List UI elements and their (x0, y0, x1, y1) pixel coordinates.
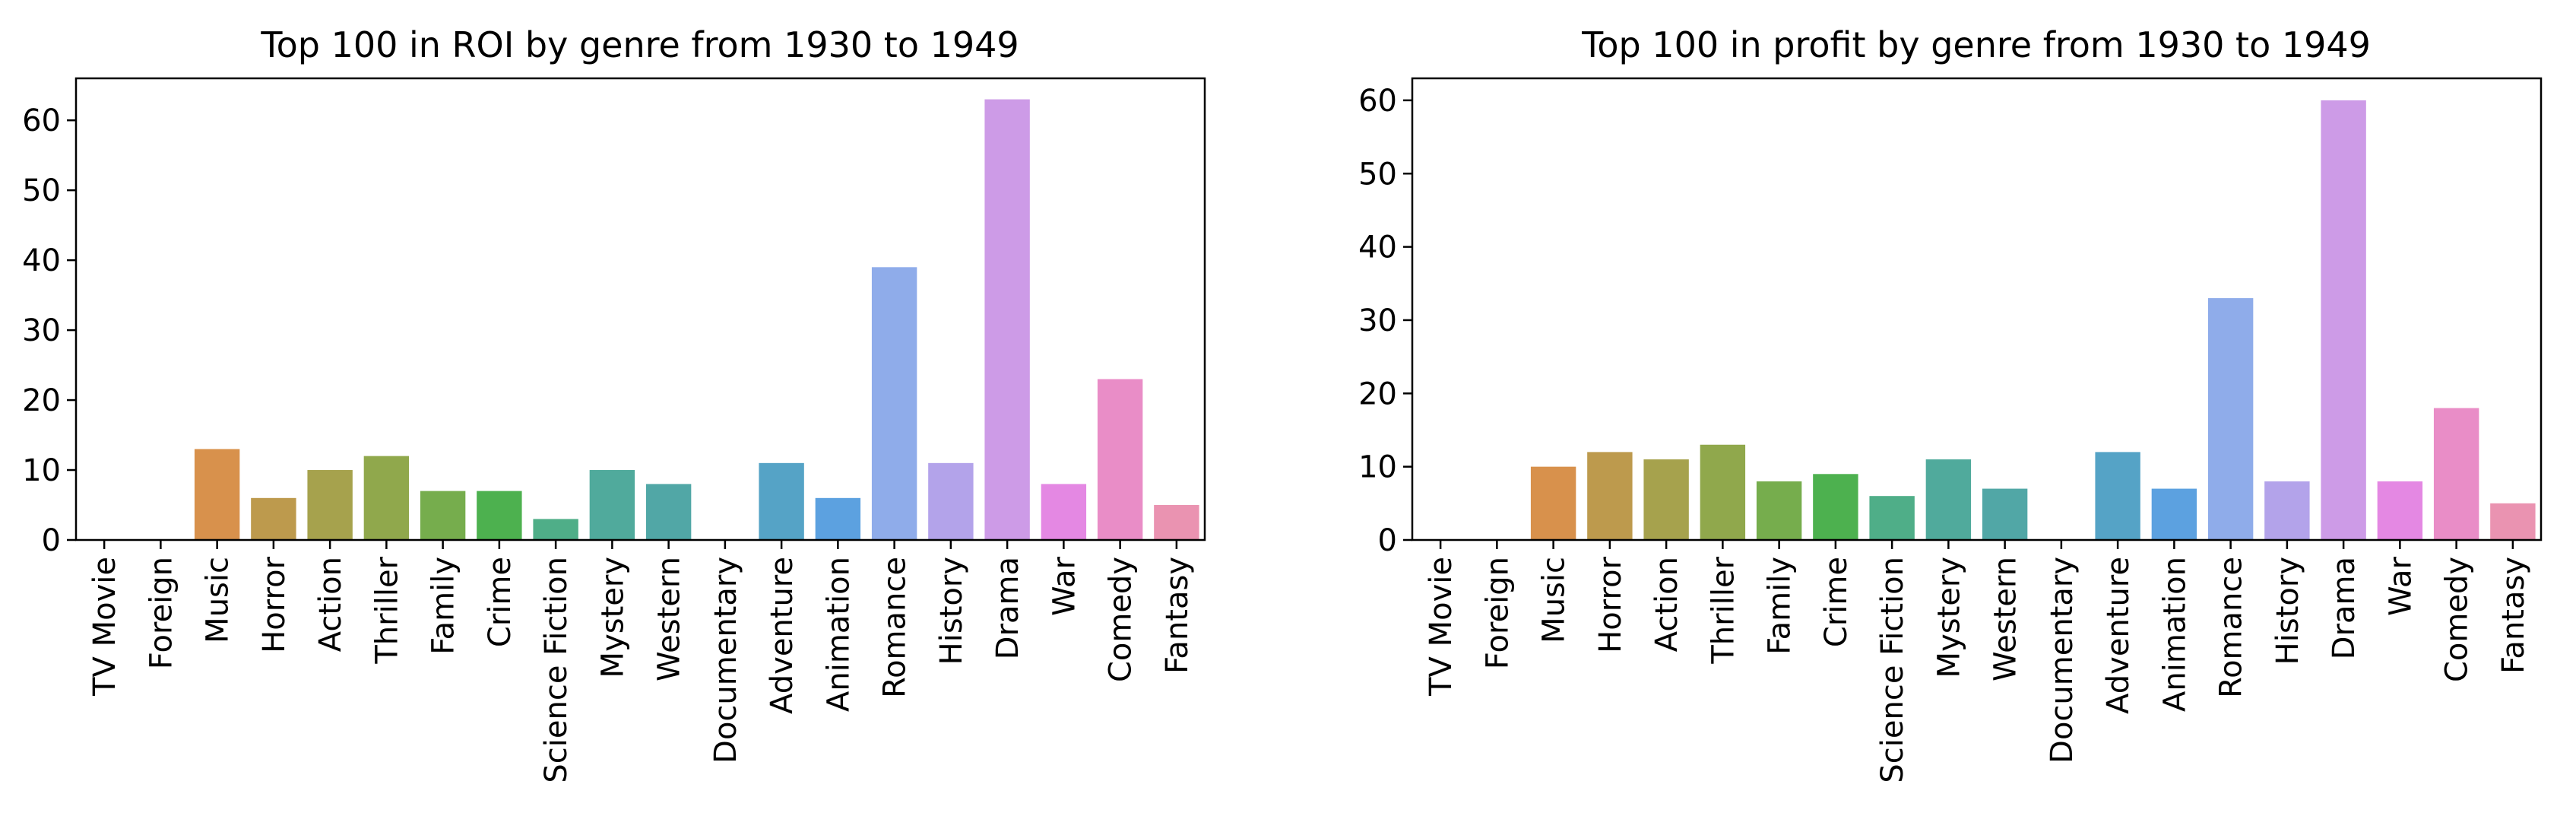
profit-ytick-label: 50 (1358, 157, 1397, 192)
roi-bar-6 (363, 456, 410, 540)
profit-bar-19 (2433, 408, 2479, 540)
profit-bar-6 (1700, 444, 1746, 540)
roi-xtick-label: Horror (257, 556, 292, 653)
profit-bar-4 (1587, 452, 1633, 540)
roi-ytick-label: 50 (22, 173, 61, 208)
roi-xtick-label: Fantasy (1160, 557, 1195, 674)
profit-ytick-label: 0 (1378, 523, 1397, 558)
roi-xtick-label: Action (313, 557, 348, 652)
roi-bar-7 (420, 491, 466, 540)
roi-xtick-label: Family (426, 557, 461, 655)
roi-xtick-label: Romance (878, 557, 913, 698)
profit-xtick-label: Music (1537, 557, 1572, 643)
roi-ytick-label: 60 (22, 103, 61, 138)
profit-xtick-label: History (2270, 557, 2305, 665)
profit-ytick-label: 60 (1358, 84, 1397, 119)
profit-xtick-label: TV Movie (1424, 557, 1459, 697)
roi-chart-title: Top 100 in ROI by genre from 1930 to 194… (260, 24, 1019, 65)
roi-xtick-label: Drama (990, 557, 1025, 659)
profit-xtick-label: Action (1649, 557, 1684, 652)
roi-ytick-label: 10 (22, 453, 61, 488)
roi-xtick-label: Comedy (1104, 557, 1139, 682)
roi-xtick-label: Western (652, 557, 687, 681)
profit-ytick-label: 30 (1358, 303, 1397, 338)
roi-bar-11 (645, 484, 692, 540)
roi-bar-3 (194, 449, 240, 540)
profit-xtick-label: Animation (2157, 557, 2192, 712)
profit-ytick-label: 20 (1358, 376, 1397, 411)
profit-ytick-label: 40 (1358, 230, 1397, 265)
roi-bar-15 (871, 267, 917, 540)
profit-xtick-label: Thriller (1706, 556, 1741, 664)
roi-ytick-label: 0 (42, 523, 61, 558)
roi-bar-18 (1041, 484, 1087, 540)
profit-bar-10 (1925, 459, 1972, 540)
roi-xtick-label: Foreign (144, 557, 179, 669)
profit-xtick-label: Adventure (2101, 557, 2136, 714)
roi-bar-16 (928, 462, 974, 540)
profit-xtick-label: Fantasy (2496, 557, 2531, 674)
profit-xtick-label: War (2383, 556, 2418, 616)
profit-bar-16 (2264, 481, 2310, 540)
roi-xtick-label: Adventure (765, 557, 800, 714)
roi-bar-8 (477, 491, 522, 540)
roi-chart: Top 100 in ROI by genre from 1930 to 194… (22, 24, 1206, 783)
roi-bar-4 (251, 497, 296, 540)
profit-bar-18 (2377, 481, 2423, 540)
roi-xtick-label: Thriller (369, 556, 404, 664)
roi-xtick-label: History (934, 557, 969, 665)
profit-bar-7 (1756, 481, 1802, 540)
profit-xtick-label: Romance (2214, 557, 2249, 698)
profit-chart: Top 100 in profit by genre from 1930 to … (1358, 24, 2543, 783)
roi-ytick-label: 30 (22, 313, 61, 348)
profit-xtick-label: Comedy (2440, 557, 2475, 682)
profit-xtick-label: Drama (2327, 557, 2362, 659)
roi-bar-17 (984, 99, 1030, 541)
roi-bar-13 (759, 462, 804, 540)
profit-bar-17 (2321, 100, 2366, 540)
profit-bar-20 (2490, 503, 2536, 540)
profit-xtick-label: Western (1988, 557, 2023, 681)
profit-xtick-label: Horror (1593, 556, 1628, 653)
roi-bar-14 (815, 497, 861, 540)
roi-bar-9 (533, 519, 578, 540)
roi-ytick-label: 20 (22, 383, 61, 418)
roi-xtick-label: War (1047, 556, 1082, 616)
profit-xtick-label: Documentary (2045, 557, 2080, 764)
profit-bar-14 (2151, 488, 2197, 540)
roi-xtick-label: Crime (483, 557, 518, 647)
roi-bar-19 (1097, 379, 1143, 540)
roi-xtick-label: TV Movie (87, 557, 122, 697)
roi-axes-frame (74, 77, 1206, 541)
profit-xtick-label: Mystery (1931, 557, 1966, 678)
roi-xtick-label: Science Fiction (539, 557, 574, 783)
roi-bar-20 (1154, 505, 1199, 540)
profit-axes-frame (1411, 77, 2543, 541)
profit-bar-9 (1869, 496, 1915, 540)
roi-bar-10 (589, 470, 635, 540)
profit-xtick-label: Foreign (1480, 557, 1515, 669)
profit-bar-8 (1813, 474, 1858, 540)
profit-bar-13 (2095, 452, 2140, 540)
roi-xtick-label: Animation (821, 557, 856, 712)
roi-xtick-label: Documentary (708, 557, 743, 764)
profit-xtick-label: Crime (1819, 557, 1854, 647)
roi-xtick-label: Music (201, 557, 236, 643)
profit-ytick-label: 10 (1358, 450, 1397, 485)
roi-xtick-label: Mystery (595, 557, 630, 678)
roi-ytick-label: 40 (22, 243, 61, 278)
profit-plot-area: 0 10 20 30 40 50 60 TV Movie Foreign Music Horror A… (1358, 77, 2543, 783)
roi-bar-5 (307, 470, 353, 540)
profit-bar-5 (1643, 459, 1689, 540)
roi-plot-area: 0 10 20 30 40 50 60 TV Movie Foreign Music Horror A… (22, 77, 1206, 783)
profit-xtick-label: Science Fiction (1875, 557, 1910, 783)
profit-xtick-label: Family (1763, 557, 1798, 655)
profit-bar-15 (2207, 298, 2254, 540)
profit-chart-title: Top 100 in profit by genre from 1930 to … (1581, 24, 2371, 65)
profit-bar-11 (1982, 488, 2028, 540)
profit-bar-3 (1530, 466, 1576, 540)
